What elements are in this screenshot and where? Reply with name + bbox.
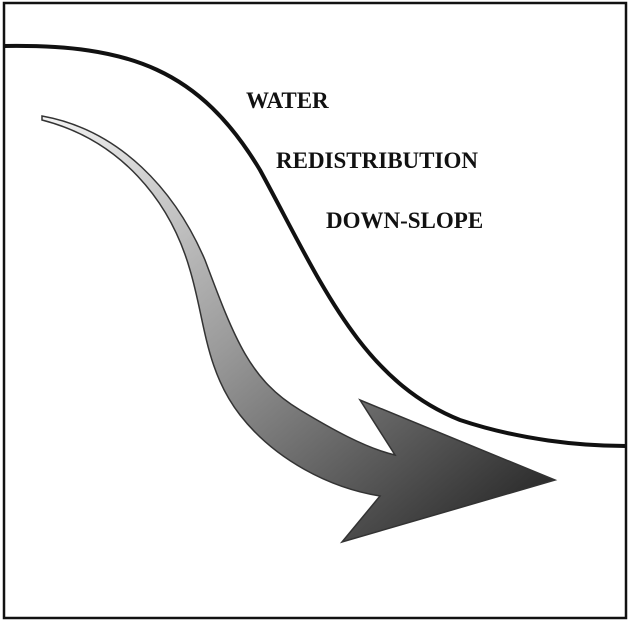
- slope-surface: [3, 43, 627, 448]
- label-redistribution: REDISTRIBUTION: [276, 148, 478, 173]
- label-down-slope: DOWN-SLOPE: [326, 208, 483, 233]
- label-water: WATER: [246, 88, 329, 113]
- flow-arrow: [41, 115, 558, 544]
